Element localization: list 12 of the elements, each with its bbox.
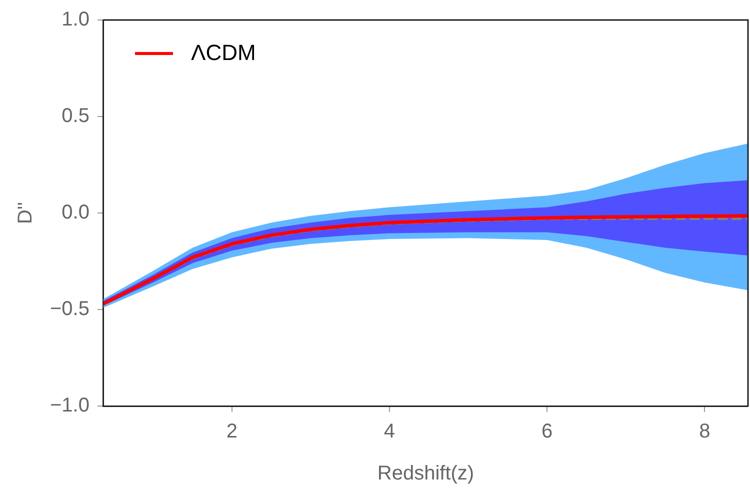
- y-tick-label: 0.0: [62, 202, 90, 224]
- x-tick-label: 6: [542, 420, 553, 443]
- y-axis-title: D'': [14, 202, 37, 224]
- y-tick-label: −1.0: [50, 394, 90, 417]
- x-axis-title: Redshift(z): [377, 462, 474, 485]
- legend-label: ΛCDM: [191, 40, 256, 66]
- x-tick-label: 2: [226, 420, 238, 443]
- x-tick-label: 4: [384, 420, 396, 443]
- y-tick-label: 0.5: [62, 105, 90, 128]
- y-tick-label: 1.0: [62, 8, 90, 31]
- y-tick-label: −0.5: [50, 298, 90, 320]
- x-tick-label: 8: [699, 420, 710, 443]
